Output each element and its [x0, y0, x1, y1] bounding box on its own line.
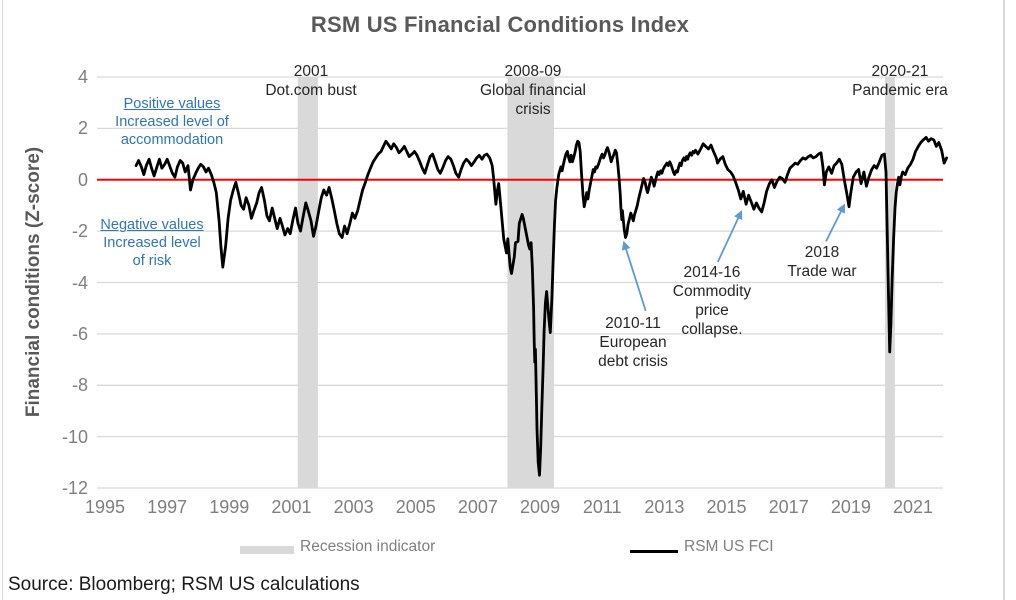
x-axis-tick-label: 1997	[147, 497, 188, 517]
trade-war-arrow	[825, 203, 845, 242]
annotation-trade-war: 2018 Trade war	[732, 243, 912, 281]
annotation-line: 2010-11	[605, 315, 661, 332]
y-axis-tick-label: 2	[77, 118, 88, 139]
x-axis-tick-label: 2007	[457, 497, 498, 517]
fci-line	[134, 135, 948, 477]
annotation-line: Increased level	[103, 235, 201, 251]
right-frame-line	[1003, 0, 1005, 600]
annotation-global-financial-crisis: 2008-09 Global financial crisis	[443, 62, 623, 119]
x-axis-tick-label: 1995	[84, 497, 126, 517]
annotation-line: Commodity	[672, 283, 752, 300]
left-frame-line	[2, 0, 3, 600]
annotation-line: Pandemic era	[852, 82, 948, 99]
annotation-line: debt crisis	[598, 353, 668, 370]
annotation-line: price	[695, 302, 729, 319]
annotation-line: Global financial	[480, 82, 586, 99]
annotation-negative-values: Negative values Increased level of risk	[62, 216, 242, 270]
annotation-line: 2018	[804, 244, 840, 261]
chart-title: RSM US Financial Conditions Index	[310, 12, 690, 37]
annotation-dotcom-bust: 2001 Dot.com bust	[221, 62, 401, 100]
fci-legend-swatch	[630, 550, 678, 553]
annotation-line: 2001	[293, 63, 329, 80]
annotation-european-debt-crisis: 2010-11 European debt crisis	[543, 314, 723, 371]
x-axis-tick-label: 2017	[768, 497, 809, 517]
x-axis-tick-label: 2019	[830, 497, 871, 517]
commodity-collapse-arrow	[716, 210, 743, 263]
recession-legend-swatch	[240, 546, 294, 554]
annotation-line: Increased level of	[115, 114, 229, 130]
annotation-line: Trade war	[787, 263, 857, 280]
x-axis-tick-label: 2001	[271, 497, 312, 517]
x-axis-tick-label: 2021	[892, 497, 934, 517]
y-axis-tick-label: -2	[71, 221, 88, 242]
fci-plot-canvas	[97, 76, 948, 489]
annotation-positive-values: Positive values Increased level of accom…	[82, 95, 262, 149]
recession-legend-label: Recession indicator	[300, 538, 436, 555]
source-note: Source: Bloomberg; RSM US calculations	[8, 574, 360, 595]
y-axis-tick-label: 0	[77, 169, 88, 190]
annotation-line: 2020-21	[871, 63, 929, 80]
x-axis-tick-label: 2003	[333, 497, 374, 517]
y-axis-tick-label: -8	[71, 375, 88, 396]
annotation-commodity-collapse: 2014-16 Commodity price collapse.	[622, 263, 802, 339]
x-axis-tick-label: 1999	[209, 497, 250, 517]
annotation-line: European	[599, 334, 667, 351]
annotation-line: 2008-09	[504, 63, 562, 80]
x-axis-tick-label: 2013	[644, 497, 685, 517]
annotation-line: Dot.com bust	[265, 82, 357, 99]
annotation-line: crisis	[515, 101, 551, 118]
fci-legend-label: RSM US FCI	[684, 538, 774, 555]
annotation-line: of risk	[132, 253, 172, 269]
european-debt-crisis-arrow	[621, 240, 647, 312]
annotation-line: accommodation	[120, 132, 224, 148]
x-axis-tick-label: 2015	[706, 497, 747, 517]
annotation-line: Positive values	[123, 96, 221, 112]
annotation-line: collapse.	[681, 321, 743, 338]
x-axis-tick-label: 2005	[395, 497, 436, 517]
x-axis-tick-label: 2011	[582, 497, 622, 517]
annotation-line: Negative values	[100, 217, 204, 233]
y-axis-tick-label: 4	[77, 67, 88, 87]
y-axis-tick-label: -12	[61, 478, 88, 498]
annotation-line: 2014-16	[683, 264, 741, 281]
y-axis-tick-label: -10	[61, 426, 88, 447]
annotation-pandemic-era: 2020-21 Pandemic era	[810, 62, 990, 100]
x-axis-tick-label: 2009	[520, 497, 561, 517]
y-axis-tick-label: -4	[71, 272, 88, 293]
y-axis-tick-label: -6	[71, 323, 88, 344]
